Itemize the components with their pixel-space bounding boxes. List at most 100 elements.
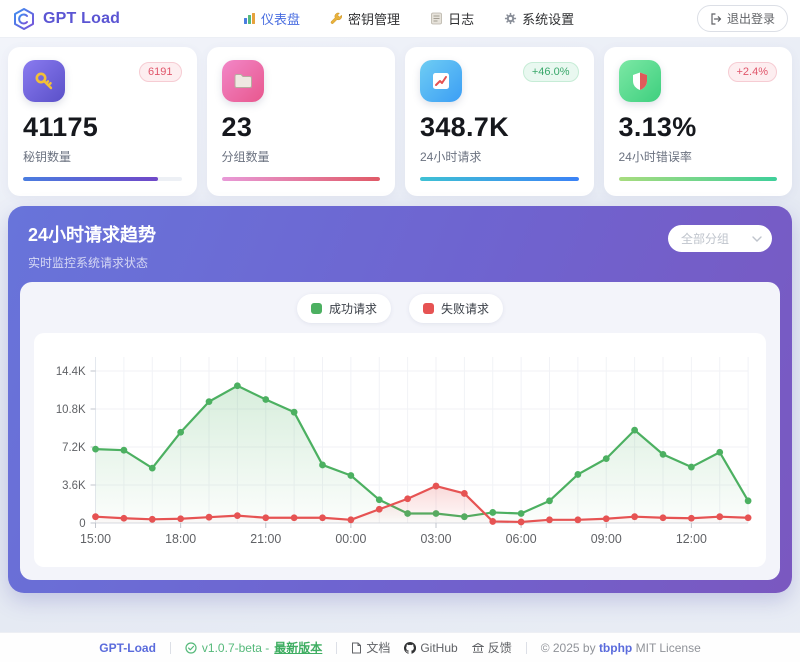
gear-icon	[504, 12, 517, 25]
footer-brand[interactable]: GPT-Load	[99, 640, 156, 655]
nav-item-dashboard[interactable]: 仪表盘	[243, 9, 300, 28]
stat-label: 秘钥数量	[23, 150, 72, 164]
nav-label: 仪表盘	[261, 12, 301, 27]
legend-label: 失败请求	[441, 302, 490, 316]
footer-version: v1.0.7-beta - 最新版本	[185, 639, 322, 656]
stat-badge: +2.4%	[727, 62, 777, 82]
github-icon	[404, 641, 417, 654]
main-content: 6191 41175 秘钥数量 23 分组数量	[0, 38, 800, 632]
copyright-author: tbphp	[598, 640, 633, 655]
svg-text:00:00: 00:00	[335, 532, 366, 546]
brand[interactable]: GPT Load	[12, 7, 120, 31]
trend-panel-header: 24小时请求趋势 实时监控系统请求状态 全部分组	[8, 206, 792, 282]
svg-text:09:00: 09:00	[591, 532, 622, 546]
group-select-value: 全部分组	[681, 232, 730, 246]
trend-chart: 0 3.6K 7.2K 10.8K 14.4K 15:00 18:00 21:00 00:00 0…	[56, 357, 752, 546]
main-nav: 仪表盘 密钥管理 日志	[120, 9, 697, 28]
trend-panel-subtitle: 实时监控系统请求状态	[28, 256, 149, 270]
svg-text:06:00: 06:00	[506, 532, 537, 546]
svg-text:10.8K: 10.8K	[56, 404, 86, 416]
chart-legend: 成功请求 失败请求	[34, 294, 766, 323]
stat-label: 分组数量	[221, 150, 270, 164]
copyright-prefix: © 2025 by	[540, 640, 596, 655]
footer-link-github[interactable]: GitHub	[404, 640, 458, 655]
nav-label: 密钥管理	[348, 12, 401, 27]
group-select[interactable]: 全部分组	[668, 225, 772, 252]
stat-progress-fill	[618, 177, 777, 181]
stat-progress-track	[221, 177, 380, 181]
svg-text:7.2K: 7.2K	[62, 442, 86, 454]
footer-divider	[336, 641, 338, 654]
stat-value: 348.7K	[420, 112, 509, 142]
footer-latest-link[interactable]: 最新版本	[274, 641, 323, 655]
logout-button[interactable]: 退出登录	[696, 5, 788, 32]
dashboard-icon	[243, 12, 256, 25]
navbar: GPT Load 仪表盘 密钥管理	[0, 0, 800, 38]
stat-badge: +46.0%	[522, 62, 579, 82]
footer-divider	[169, 641, 171, 654]
doc-icon	[351, 642, 362, 654]
shield-icon	[618, 60, 661, 102]
chevron-down-icon	[752, 235, 762, 242]
nav-item-settings[interactable]: 系统设置	[504, 9, 574, 28]
footer-version-text: v1.0.7-beta -	[201, 640, 270, 655]
nav-label: 日志	[448, 12, 475, 27]
key-icon	[23, 60, 65, 102]
logo-icon	[12, 7, 36, 31]
stat-card-error-rate: +2.4% 3.13% 24小时错误率	[603, 47, 792, 196]
svg-text:12:00: 12:00	[676, 532, 707, 546]
nav-label: 系统设置	[522, 12, 575, 27]
stat-value: 3.13%	[618, 112, 697, 142]
brand-name: GPT Load	[43, 9, 121, 27]
footer-link-label: 文档	[366, 641, 391, 655]
check-circle-icon	[185, 641, 197, 654]
footer-link-docs[interactable]: 文档	[351, 639, 390, 656]
svg-text:0: 0	[79, 518, 85, 530]
svg-text:18:00: 18:00	[165, 532, 196, 546]
svg-text:14.4K: 14.4K	[56, 366, 86, 378]
nav-item-keys[interactable]: 密钥管理	[330, 9, 400, 28]
stat-badge: 6191	[139, 62, 182, 82]
svg-text:15:00: 15:00	[80, 532, 111, 546]
svg-text:3.6K: 3.6K	[62, 480, 86, 492]
stat-progress-fill	[23, 177, 158, 181]
stats-row: 6191 41175 秘钥数量 23 分组数量	[8, 47, 792, 196]
footer-copyright: © 2025 by tbphp MIT License	[541, 641, 701, 655]
trend-panel-title: 24小时请求趋势	[28, 225, 157, 245]
svg-text:03:00: 03:00	[421, 532, 452, 546]
trend-panel: 24小时请求趋势 实时监控系统请求状态 全部分组 成功请求 失败请求	[8, 206, 792, 593]
stat-progress-fill	[420, 177, 579, 181]
stat-value: 41175	[23, 112, 99, 142]
svg-text:21:00: 21:00	[250, 532, 281, 546]
footer-link-label: 反馈	[487, 641, 512, 655]
stat-progress-track	[618, 177, 777, 181]
stat-card-requests: +46.0% 348.7K 24小时请求	[405, 47, 594, 196]
stat-progress-fill	[221, 177, 380, 181]
footer-divider	[525, 641, 527, 654]
footer-link-label: GitHub	[420, 640, 458, 655]
legend-fail[interactable]: 失败请求	[409, 294, 504, 323]
legend-swatch-fail	[423, 303, 434, 314]
logout-label: 退出登录	[726, 12, 775, 26]
nav-item-logs[interactable]: 日志	[430, 9, 474, 28]
footer-link-feedback[interactable]: 反馈	[471, 639, 512, 656]
trend-chart-card: 0 3.6K 7.2K 10.8K 14.4K 15:00 18:00 21:00 00:00 0…	[34, 333, 766, 567]
legend-success[interactable]: 成功请求	[296, 294, 391, 323]
stat-progress-track	[420, 177, 579, 181]
legend-swatch-success	[310, 303, 322, 314]
spacer	[8, 593, 792, 632]
trend-icon	[420, 60, 462, 102]
stat-progress-track	[23, 177, 182, 181]
stat-card-groups: 23 分组数量	[206, 47, 395, 196]
stat-label: 24小时错误率	[618, 150, 692, 164]
trend-panel-body: 成功请求 失败请求 0 3.6K 7.2K 10.8K 14.4K 15:00 18:00 2…	[20, 282, 780, 580]
stat-card-keys: 6191 41175 秘钥数量	[8, 47, 197, 196]
stat-value: 23	[221, 112, 253, 142]
folder-icon	[221, 60, 264, 102]
footer: GPT-Load v1.0.7-beta - 最新版本 文档 GitHub	[0, 632, 800, 662]
feedback-icon	[471, 642, 484, 654]
stat-label: 24小时请求	[420, 150, 482, 164]
copyright-license: MIT License	[635, 640, 701, 655]
log-icon	[430, 12, 443, 25]
logout-icon	[710, 12, 722, 25]
